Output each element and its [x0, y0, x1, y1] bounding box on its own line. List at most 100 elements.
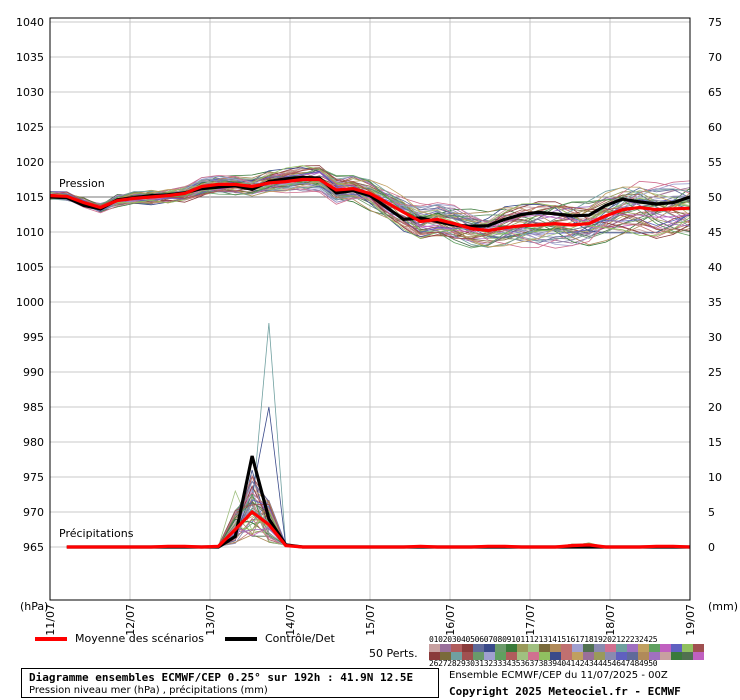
member-precip-line [66, 503, 691, 548]
member-swatch [561, 652, 572, 660]
member-swatch [660, 652, 671, 660]
member-precip-line [66, 480, 691, 548]
member-precip-line [66, 527, 691, 548]
pressure-annotation: Pression [59, 177, 105, 190]
member-swatch [506, 644, 517, 652]
precip-annotation: Précipitations [59, 527, 134, 540]
member-precip-line [66, 469, 691, 548]
member-precip-line [66, 493, 691, 548]
member-precip-line [66, 500, 691, 548]
member-precip-line [66, 499, 691, 548]
member-precip-line [66, 496, 691, 548]
precip-tick-label: 5 [708, 506, 715, 519]
precip-tick-label: 55 [708, 156, 722, 169]
legend: Moyenne des scénarios Contrôle/Det [30, 632, 710, 662]
member-pressure-line [49, 179, 691, 248]
member-precip-line [66, 492, 691, 548]
member-swatch [572, 652, 583, 660]
member-precip-line [66, 492, 691, 548]
member-swatch [462, 652, 473, 660]
chart-title: Diagramme ensembles ECMWF/CEP 0.25° sur … [29, 671, 414, 684]
member-precip-line [66, 524, 691, 548]
precip-tick-label: 60 [708, 121, 722, 134]
member-precip-line [66, 502, 691, 548]
legend-mean: Moyenne des scénarios [35, 632, 204, 645]
member-color-key: 0102030405060708091011121314151617181920… [429, 636, 705, 668]
precip-tick-label: 45 [708, 226, 722, 239]
main-series [49, 175, 691, 549]
member-precip-line [66, 487, 691, 548]
pressure-tick-label: 1000 [16, 296, 44, 309]
member-precip-line [66, 525, 691, 548]
pressure-tick-label: 1040 [16, 16, 44, 29]
member-precip-line [66, 474, 691, 548]
member-swatch [594, 644, 605, 652]
member-precip-line [66, 499, 691, 548]
member-precip-line [66, 512, 691, 548]
precip-tick-label: 65 [708, 86, 722, 99]
pressure-tick-label: 1015 [16, 191, 44, 204]
pressure-tick-label: 985 [23, 401, 44, 414]
member-precip-line [66, 507, 691, 548]
pressure-tick-label: 980 [23, 436, 44, 449]
copyright: Copyright 2025 Meteociel.fr - ECMWF [449, 685, 681, 698]
member-swatch [495, 644, 506, 652]
pressure-tick-label: 975 [23, 471, 44, 484]
pressure-tick-label: 970 [23, 506, 44, 519]
member-swatch [682, 644, 693, 652]
member-pressure-line [49, 165, 691, 239]
pressure-tick-label: 1005 [16, 261, 44, 274]
member-precip-line [66, 492, 691, 548]
member-swatch [693, 652, 704, 660]
member-swatch [638, 644, 649, 652]
member-swatch [572, 644, 583, 652]
member-swatch [528, 652, 539, 660]
precip-tick-label: 0 [708, 541, 715, 554]
pressure-unit-label: (hPa) [20, 600, 48, 613]
member-swatch [506, 652, 517, 660]
legend-control-swatch [225, 636, 257, 641]
precip-tick-label: 35 [708, 296, 722, 309]
member-precip-line [66, 509, 691, 548]
member-precip-line [66, 474, 691, 548]
member-swatch [517, 644, 528, 652]
member-pressure-line [49, 171, 691, 246]
member-swatch [517, 652, 528, 660]
member-swatch [528, 644, 539, 652]
member-colors-top [429, 644, 705, 652]
x-tick-label: 14/07 [284, 604, 297, 636]
pressure-tick-label: 1025 [16, 121, 44, 134]
mean-precip-line [66, 509, 691, 549]
precip-unit-label: (mm) [708, 600, 738, 613]
control-precip-line [66, 455, 690, 549]
precip-tick-label: 40 [708, 261, 722, 274]
legend-mean-label: Moyenne des scénarios [75, 632, 204, 645]
member-swatch [671, 652, 682, 660]
precip-tick-label: 30 [708, 331, 722, 344]
perts-label: 50 Perts. [369, 647, 418, 660]
member-swatch [583, 644, 594, 652]
member-precip-line [66, 513, 691, 548]
member-numbers-bottom: 2627282930313233343536373839404142434445… [429, 659, 658, 668]
pressure-tick-label: 995 [23, 331, 44, 344]
grid [49, 18, 691, 600]
member-swatch [440, 652, 451, 660]
axes: 965 0 970 5 975 10 980 15 985 20 990 25 995 30 1000 35 1… [16, 16, 722, 636]
precip-tick-label: 10 [708, 471, 722, 484]
member-precip-line [66, 518, 691, 548]
member-swatch [451, 652, 462, 660]
member-swatch [649, 644, 660, 652]
member-swatch [583, 652, 594, 660]
member-precip-line [66, 484, 691, 548]
member-precip-line [66, 499, 691, 548]
member-swatch [462, 644, 473, 652]
member-precip-line [66, 518, 691, 548]
pressure-tick-label: 965 [23, 541, 44, 554]
x-tick-label: 18/07 [604, 604, 617, 636]
member-precip-line [66, 322, 691, 548]
member-precip-line [66, 520, 691, 548]
member-swatch [649, 652, 660, 660]
precip-tick-label: 15 [708, 436, 722, 449]
precip-tick-label: 20 [708, 401, 722, 414]
mean-pressure-line [49, 177, 691, 233]
